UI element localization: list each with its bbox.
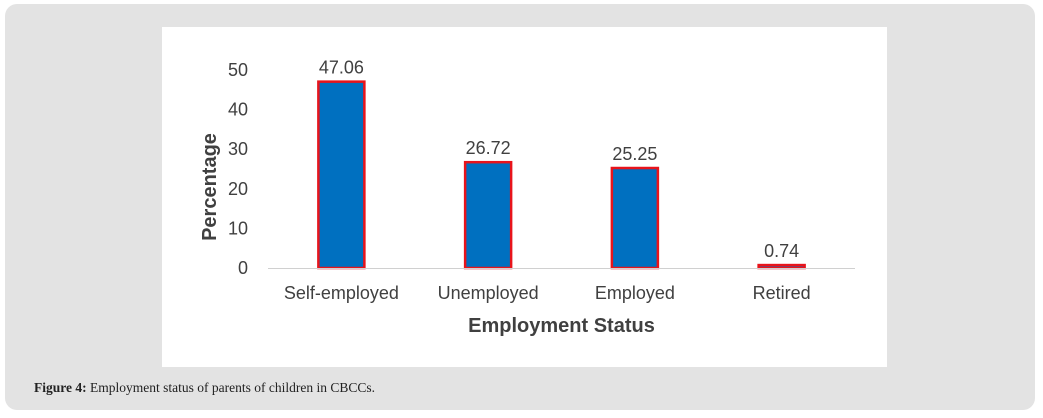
x-axis-title: Employment Status <box>468 315 655 337</box>
x-category-label: Unemployed <box>438 283 539 303</box>
x-category-label: Retired <box>753 283 811 303</box>
bar-retired <box>757 263 806 270</box>
y-tick-label: 30 <box>228 139 248 159</box>
figure-caption-label: Figure 4: <box>34 380 87 395</box>
y-axis-title: Percentage <box>199 133 221 241</box>
y-tick-label: 0 <box>238 258 248 278</box>
x-axis-categories: Self-employed Unemployed Employed Retired <box>284 283 811 303</box>
y-tick-label: 50 <box>228 60 248 80</box>
data-labels: 47.06 26.72 25.25 0.74 <box>319 58 799 261</box>
data-label: 26.72 <box>466 138 511 158</box>
figure-caption: Figure 4: Employment status of parents o… <box>34 380 375 396</box>
bar-unemployed <box>463 160 513 270</box>
y-tick-label: 20 <box>228 179 248 199</box>
x-category-label: Employed <box>595 283 675 303</box>
figure-caption-text: Employment status of parents of children… <box>86 380 375 395</box>
y-axis-ticks: 0 10 20 30 40 50 <box>228 60 248 278</box>
bar-employed <box>610 166 660 270</box>
bars <box>317 80 806 270</box>
bar-chart: 0 10 20 30 40 50 47.06 26.72 25.25 0.74 Self-emp… <box>199 58 855 337</box>
data-label: 25.25 <box>612 144 657 164</box>
figure-frame: 0 10 20 30 40 50 47.06 26.72 25.25 0.74 Self-emp… <box>5 4 1035 410</box>
y-tick-label: 40 <box>228 100 248 120</box>
data-label: 47.06 <box>319 58 364 78</box>
data-label: 0.74 <box>764 241 799 261</box>
x-category-label: Self-employed <box>284 283 399 303</box>
chart-area: 0 10 20 30 40 50 47.06 26.72 25.25 0.74 Self-emp… <box>162 27 887 367</box>
y-tick-label: 10 <box>228 218 248 238</box>
bar-self-employed <box>317 80 366 270</box>
